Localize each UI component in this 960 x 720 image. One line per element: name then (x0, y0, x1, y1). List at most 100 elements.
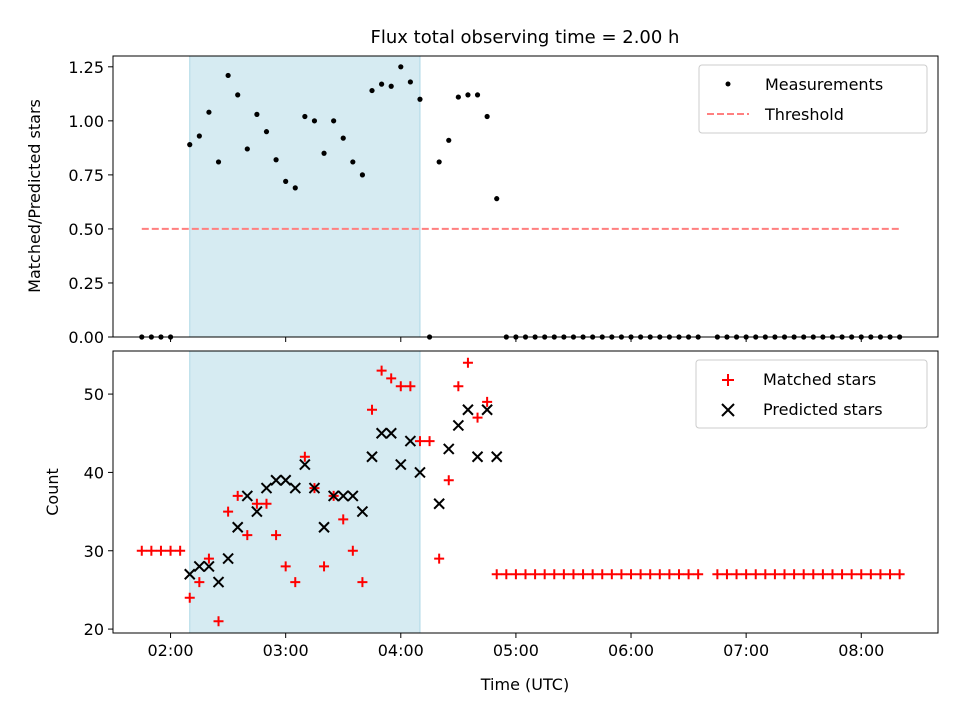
predicted-star-point (184, 568, 196, 580)
measurement-point (273, 157, 279, 163)
matched-star-point (203, 553, 214, 564)
measurement-point (484, 113, 490, 120)
matched-star-point (741, 569, 752, 580)
matched-star-point (817, 569, 828, 580)
chart-title: Flux total observing time = 2.00 h (371, 27, 680, 48)
bottom-x-tick-label: 08:00 (838, 641, 884, 660)
matched-star-point (530, 569, 541, 580)
predicted-star-point (366, 451, 378, 463)
top-panel: 0.00 0.25 0.50 0.75 1.00 1.25 Flux total obse… (25, 27, 939, 347)
matched-star-point (856, 569, 867, 580)
matched-star-point (654, 569, 665, 580)
measurement-point (359, 172, 366, 178)
bottom-y-tick-label: 40 (84, 463, 104, 482)
top-y-tick-label: 0.50 (68, 220, 104, 239)
predicted-star-point (491, 451, 503, 463)
matched-star-point (645, 569, 656, 580)
bottom-legend: Matched stars Predicted stars (695, 359, 928, 429)
predicted-star-point (395, 458, 407, 471)
legend-predicted-label: Predicted stars (763, 400, 883, 419)
predicted-star-point (327, 490, 340, 502)
bottom-y-tick-label: 50 (84, 385, 104, 404)
measurement-point (455, 94, 461, 100)
predicted-star-point (414, 466, 426, 479)
matched-star-point (290, 577, 301, 588)
bottom-x-tick-label: 02:00 (148, 641, 194, 660)
predicted-stars-points (184, 404, 503, 588)
measurement-point (225, 72, 231, 79)
predicted-star-point (241, 490, 254, 502)
predicted-star-point (232, 521, 244, 533)
matched-star-point (539, 569, 550, 580)
matched-star-point (712, 569, 723, 580)
matched-star-point (271, 530, 282, 541)
bottom-legend-frame (695, 359, 928, 429)
matched-star-point (568, 569, 579, 580)
matched-star-point (223, 506, 234, 517)
matched-star-point (635, 569, 646, 580)
measurement-point (417, 96, 423, 102)
matched-star-point (769, 569, 780, 580)
bottom-y-axis-label: Count (43, 468, 62, 516)
matched-star-point (606, 569, 617, 580)
measurement-point (446, 137, 452, 143)
measurement-point (398, 64, 404, 70)
predicted-star-point (279, 474, 292, 486)
measurement-point (215, 159, 222, 165)
matched-star-point (721, 569, 732, 580)
matched-star-point (414, 436, 425, 447)
matched-star-point (673, 569, 684, 580)
measurement-point (331, 118, 337, 124)
matched-star-point (395, 381, 406, 392)
matched-star-point (549, 569, 560, 580)
matched-star-point (875, 569, 886, 580)
measurement-point (292, 185, 298, 191)
measurement-point (235, 92, 241, 98)
measurement-point (369, 87, 375, 94)
matched-star-point (597, 569, 608, 580)
matched-star-point (510, 569, 521, 580)
matched-star-point (846, 569, 857, 580)
measurement-point (388, 83, 394, 89)
bottom-axes-frame (112, 350, 939, 634)
bottom-x-tick-label: 04:00 (378, 641, 424, 660)
predicted-star-point (481, 404, 493, 416)
matched-star-point (213, 616, 224, 627)
top-y-tick-label: 0.00 (68, 328, 104, 347)
matched-star-point (578, 569, 589, 580)
matched-star-point (798, 569, 809, 580)
matched-star-point (808, 569, 819, 580)
predicted-star-point (462, 404, 474, 416)
bottom-x-tick-label: 05:00 (493, 641, 539, 660)
matched-star-point (367, 404, 378, 415)
matched-star-point (184, 592, 195, 603)
matched-star-point (165, 545, 176, 556)
matched-star-point (616, 569, 627, 580)
bottom-shaded-interval (189, 350, 421, 634)
measurement-point (379, 81, 385, 87)
matched-star-point (760, 569, 771, 580)
matched-star-point (434, 553, 445, 564)
measurement-point (244, 146, 250, 152)
matched-star-point (347, 545, 358, 556)
top-y-axis-label: Matched/Predicted stars (25, 99, 44, 293)
predicted-star-point (385, 427, 397, 439)
matched-star-point (251, 498, 262, 509)
predicted-star-point (337, 490, 349, 502)
matched-star-point (261, 498, 272, 509)
matched-star-point (175, 545, 186, 556)
predicted-star-point (308, 482, 321, 494)
top-axes-frame (112, 55, 939, 338)
matched-star-point (472, 412, 483, 423)
matched-star-point (482, 396, 493, 407)
matched-star-point (865, 569, 876, 580)
predicted-star-point (318, 521, 330, 533)
top-legend-frame (698, 64, 928, 134)
measurement-point (474, 92, 481, 98)
bottom-x-tick-label: 07:00 (723, 641, 769, 660)
predicted-star-point (193, 560, 206, 573)
matched-star-point (376, 365, 387, 376)
measurement-point (206, 109, 212, 115)
matched-star-point (443, 475, 454, 486)
